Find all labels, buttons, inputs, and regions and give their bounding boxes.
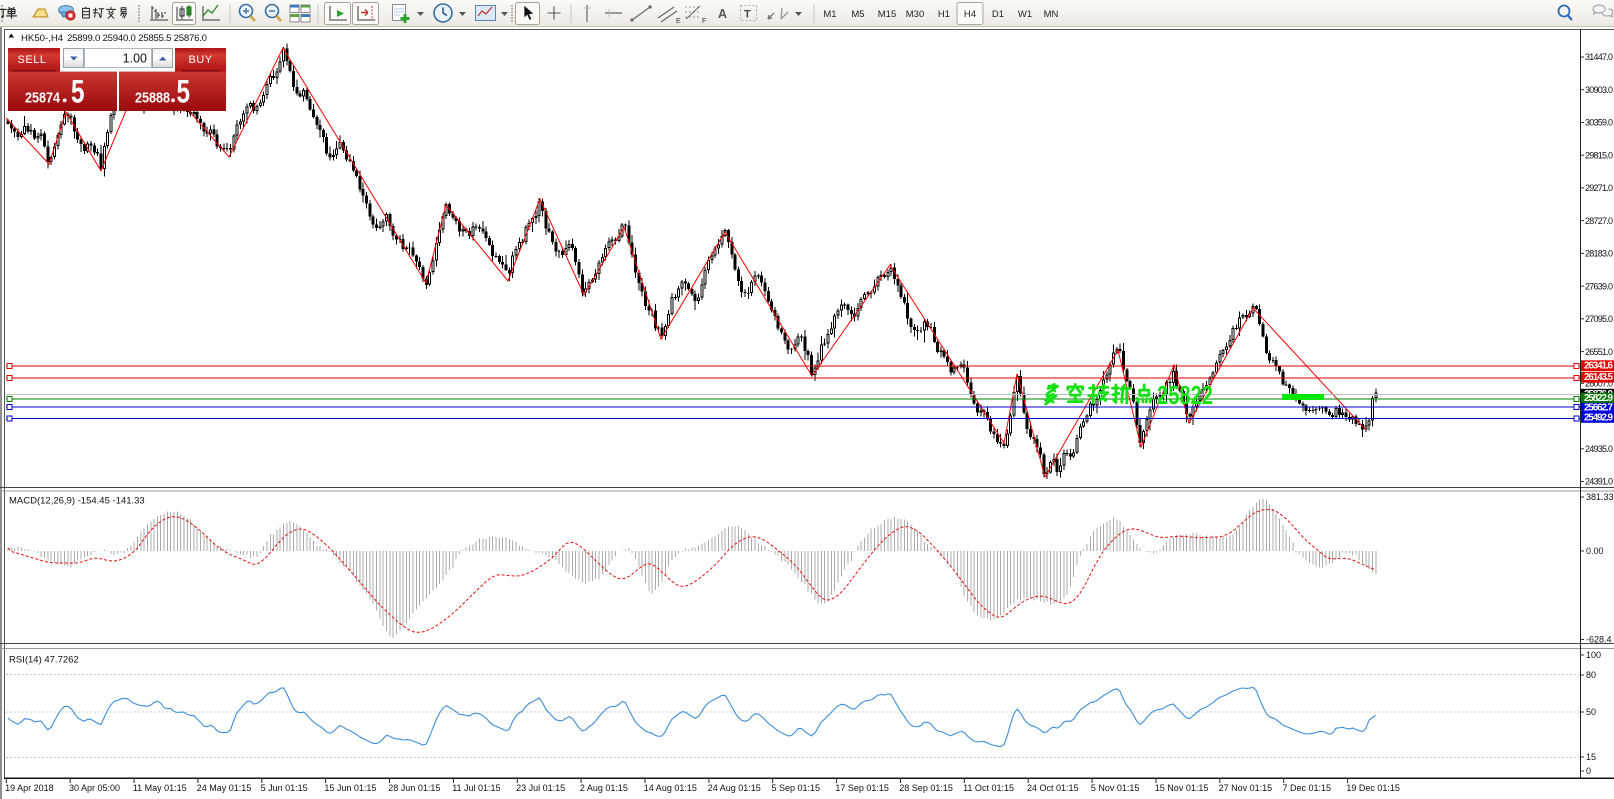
svg-text:26143.5: 26143.5 — [1584, 372, 1614, 383]
svg-text:MN: MN — [1044, 9, 1059, 20]
svg-text:25899.0 25940.0 25855.5 25876.: 25899.0 25940.0 25855.5 25876.0 — [67, 33, 207, 44]
svg-text:M30: M30 — [906, 9, 924, 20]
svg-text:5 Sep 01:15: 5 Sep 01:15 — [772, 783, 821, 793]
svg-text:25822.9: 25822.9 — [1584, 393, 1614, 404]
svg-text:28727.0: 28727.0 — [1585, 216, 1613, 226]
svg-text:100: 100 — [1586, 650, 1601, 660]
svg-text:0.00: 0.00 — [1586, 546, 1604, 556]
svg-text:23 Jul 01:15: 23 Jul 01:15 — [516, 783, 565, 793]
svg-text:381.33: 381.33 — [1586, 492, 1614, 502]
svg-text:15: 15 — [1586, 752, 1596, 762]
svg-text:17 Sep 01:15: 17 Sep 01:15 — [835, 783, 889, 793]
svg-text:15 Nov 01:15: 15 Nov 01:15 — [1155, 783, 1209, 793]
svg-text:T: T — [744, 9, 751, 21]
svg-text:11 Oct 01:15: 11 Oct 01:15 — [963, 783, 1014, 793]
svg-text:W1: W1 — [1018, 9, 1032, 20]
svg-text:A: A — [718, 7, 727, 21]
svg-text:26341.6: 26341.6 — [1584, 361, 1614, 372]
svg-text:15 Jun 01:15: 15 Jun 01:15 — [324, 783, 376, 793]
svg-text:24 Aug 01:15: 24 Aug 01:15 — [708, 783, 761, 793]
svg-text:BUY: BUY — [188, 54, 212, 66]
svg-text:25822: 25822 — [1157, 380, 1213, 410]
svg-text:HK50-,H4: HK50-,H4 — [21, 33, 64, 44]
svg-text:26007.0: 26007.0 — [1585, 379, 1613, 389]
svg-text:5: 5 — [177, 74, 191, 110]
svg-text:30 Apr 05:00: 30 Apr 05:00 — [69, 783, 120, 793]
svg-text:0: 0 — [1586, 766, 1591, 776]
svg-text:25662.7: 25662.7 — [1584, 402, 1614, 413]
svg-text:80: 80 — [1586, 670, 1596, 680]
svg-text:-628.4: -628.4 — [1586, 635, 1612, 645]
svg-text:27095.0: 27095.0 — [1585, 314, 1613, 324]
svg-text:19 Apr 2018: 19 Apr 2018 — [5, 783, 54, 793]
svg-text:F: F — [702, 18, 706, 25]
svg-text:30359.0: 30359.0 — [1585, 118, 1613, 128]
svg-text:5 Nov 01:15: 5 Nov 01:15 — [1091, 783, 1140, 793]
svg-text:19 Dec 01:15: 19 Dec 01:15 — [1346, 783, 1400, 793]
svg-text:24391.0: 24391.0 — [1585, 477, 1613, 487]
svg-text:5 Jun 01:15: 5 Jun 01:15 — [261, 783, 308, 793]
svg-text:2 Aug 01:15: 2 Aug 01:15 — [580, 783, 628, 793]
svg-text:24935.0: 24935.0 — [1585, 444, 1613, 454]
svg-text:24 May 01:15: 24 May 01:15 — [197, 783, 252, 793]
svg-text:M1: M1 — [823, 9, 836, 20]
svg-text:RSI(14) 47.7262: RSI(14) 47.7262 — [9, 655, 79, 666]
svg-text:E: E — [676, 18, 681, 25]
svg-text:25492.9: 25492.9 — [1584, 412, 1614, 423]
svg-text:M15: M15 — [878, 9, 896, 20]
svg-text:29271.0: 29271.0 — [1585, 183, 1613, 193]
svg-text:M5: M5 — [851, 9, 864, 20]
svg-text:MACD(12,26,9) -154.45 -141.33: MACD(12,26,9) -154.45 -141.33 — [9, 496, 145, 507]
svg-text:SELL: SELL — [18, 54, 47, 66]
svg-text:25874: 25874 — [25, 90, 60, 106]
svg-text:24 Oct 01:15: 24 Oct 01:15 — [1027, 783, 1079, 793]
svg-text:27 Nov 01:15: 27 Nov 01:15 — [1219, 783, 1273, 793]
svg-text:29815.0: 29815.0 — [1585, 150, 1613, 160]
svg-text:11 Jul 01:15: 11 Jul 01:15 — [452, 783, 500, 793]
svg-text:27639.0: 27639.0 — [1585, 281, 1613, 291]
svg-text:50: 50 — [1586, 707, 1596, 717]
svg-text:D1: D1 — [992, 9, 1004, 20]
svg-text:28 Jun 01:15: 28 Jun 01:15 — [388, 783, 440, 793]
svg-text:14 Aug 01:15: 14 Aug 01:15 — [644, 783, 697, 793]
svg-text:11 May 01:15: 11 May 01:15 — [133, 783, 187, 793]
svg-text:1.00: 1.00 — [123, 52, 147, 66]
svg-text:28183.0: 28183.0 — [1585, 249, 1613, 259]
svg-text:7 Dec 01:15: 7 Dec 01:15 — [1283, 783, 1332, 793]
svg-text:30903.0: 30903.0 — [1585, 85, 1613, 95]
svg-text:H1: H1 — [938, 9, 950, 20]
svg-text:31447.0: 31447.0 — [1585, 52, 1613, 62]
svg-text:28 Sep 01:15: 28 Sep 01:15 — [899, 783, 953, 793]
svg-text:5: 5 — [71, 74, 85, 110]
svg-text:25888: 25888 — [135, 90, 170, 106]
svg-text:26551.0: 26551.0 — [1585, 347, 1613, 357]
svg-text:H4: H4 — [964, 9, 976, 20]
